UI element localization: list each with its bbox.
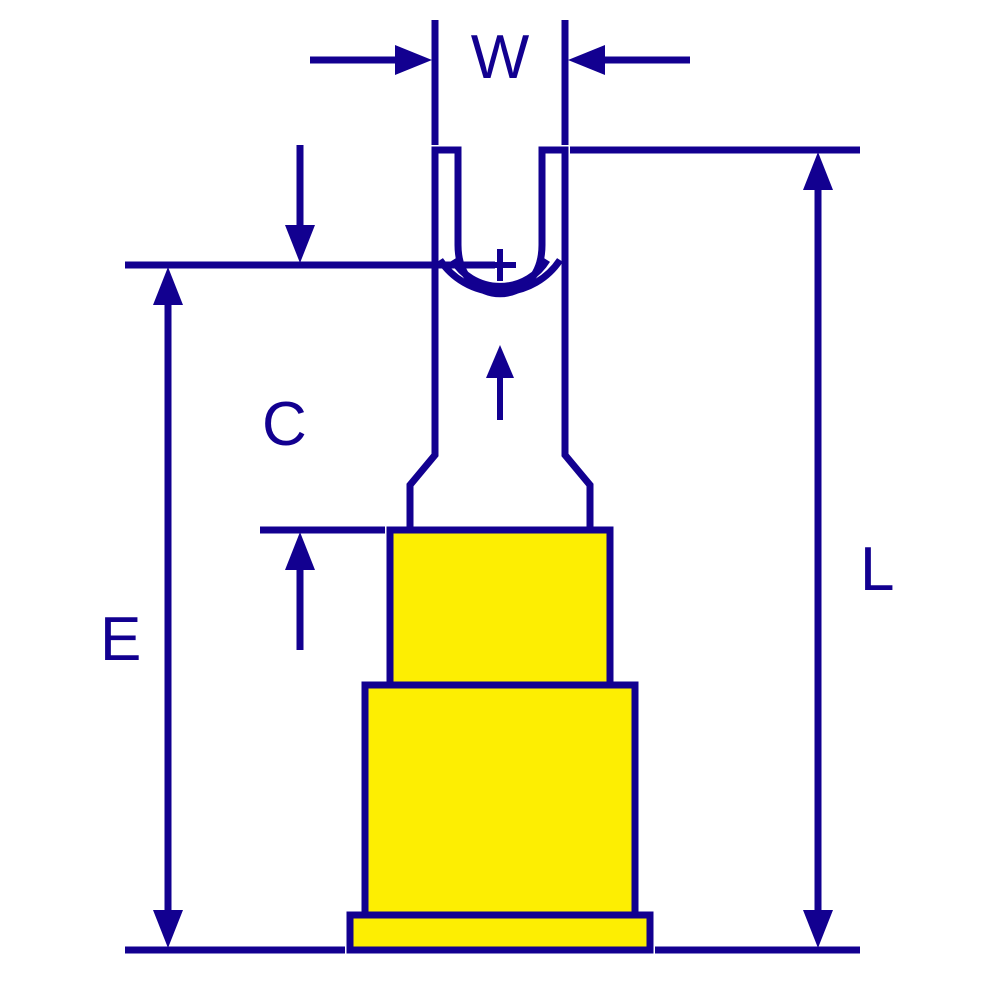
fork-tongue — [410, 150, 590, 530]
arrowhead-icon — [153, 910, 183, 948]
terminal-diagram: W L E C — [0, 0, 1000, 1000]
arrowhead-icon — [395, 45, 432, 75]
dimension-c: C — [260, 145, 385, 650]
dimension-w: W — [310, 20, 690, 145]
arrowhead-icon — [285, 532, 315, 570]
fork-outline — [410, 150, 590, 530]
barrel-flange — [350, 915, 650, 950]
barrel-upper — [390, 530, 610, 685]
arrowhead-icon — [153, 267, 183, 305]
label-c: C — [262, 390, 307, 459]
arrowhead-icon — [803, 910, 833, 948]
arrowhead-icon — [568, 45, 605, 75]
label-l: L — [860, 535, 894, 604]
label-e: E — [100, 605, 141, 674]
arrowhead-icon — [285, 225, 315, 263]
barrel-lower — [365, 685, 635, 915]
label-w: W — [471, 23, 530, 92]
arrowhead-icon — [803, 152, 833, 190]
barrel — [350, 530, 650, 950]
inner-arrow-icon — [486, 345, 514, 420]
